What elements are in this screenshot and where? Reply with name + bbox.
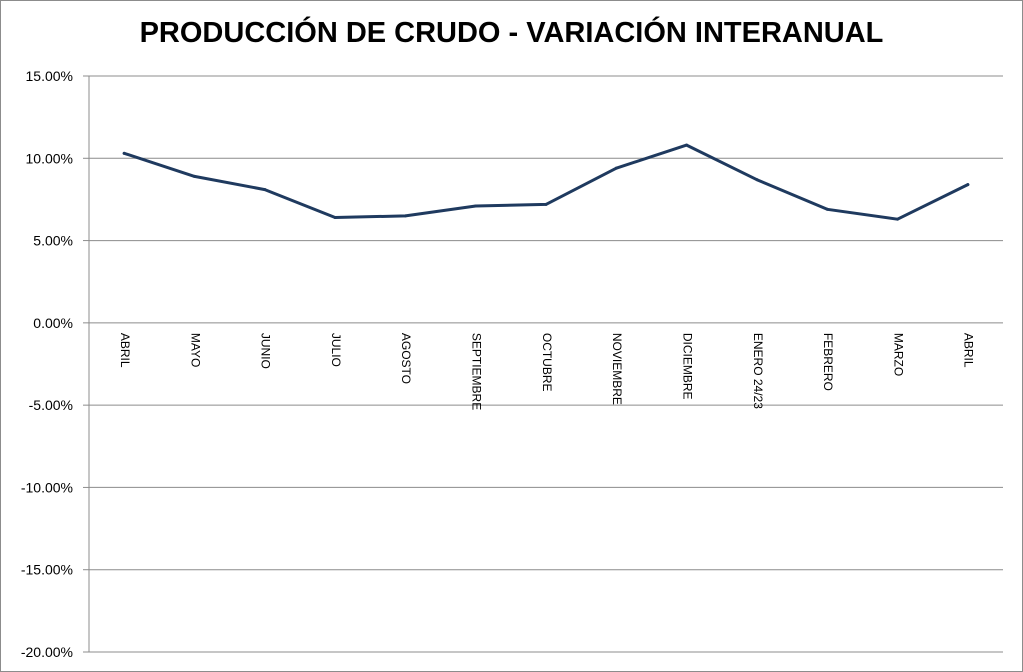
data-point (122, 151, 126, 155)
data-point (263, 188, 267, 192)
y-tick-label: 5.00% (33, 233, 73, 249)
x-category-label: OCTUBRE (540, 333, 554, 392)
x-category-label: JUNIO (259, 333, 273, 369)
x-category-label: DICIEMBRE (680, 333, 694, 400)
category-labels: ABRIL MAYO JUNIO JULIO AGOSTO SEPTIEMBRE OCTUB… (118, 333, 976, 410)
data-point (614, 166, 618, 170)
data-point (474, 204, 478, 208)
y-tick-label: 10.00% (26, 150, 73, 166)
series-layer (122, 143, 970, 221)
x-category-label: ABRIL (118, 333, 132, 368)
data-point (403, 214, 407, 218)
chart-title: PRODUCCIÓN DE CRUDO - VARIACIÓN INTERANU… (139, 17, 884, 49)
data-point (544, 202, 548, 206)
x-category-label: MAYO (188, 333, 202, 367)
x-category-label: FEBRERO (821, 333, 835, 391)
x-category-label: JULIO (329, 333, 343, 367)
y-tick-label: 0.00% (33, 315, 73, 331)
x-category-label: AGOSTO (399, 333, 413, 384)
y-tick-label: 15.00% (26, 68, 73, 84)
y-tick-label: -5.00% (29, 397, 73, 413)
data-point (825, 207, 829, 211)
data-point (192, 174, 196, 178)
y-tick-label: -15.00% (21, 562, 73, 578)
x-category-label: SEPTIEMBRE (470, 333, 484, 410)
data-point (896, 217, 900, 221)
data-point (755, 178, 759, 182)
y-tick-label: -10.00% (21, 479, 73, 495)
y-tick-label: -20.00% (21, 644, 73, 660)
data-point (966, 183, 970, 187)
data-point (333, 216, 337, 220)
grid-layer (89, 75, 1003, 653)
x-category-label: MARZO (891, 333, 905, 376)
data-point (685, 143, 689, 147)
axis-layer (83, 75, 90, 653)
x-category-label: NOVIEMBRE (610, 333, 624, 405)
x-category-label: ABRIL (962, 333, 976, 368)
series-line (122, 143, 970, 221)
x-category-label: ENERO 24/23 (751, 333, 765, 409)
y-tick-labels: 15.00% 10.00% 5.00% 0.00% -5.00% -10.00% -15.0… (21, 68, 73, 660)
